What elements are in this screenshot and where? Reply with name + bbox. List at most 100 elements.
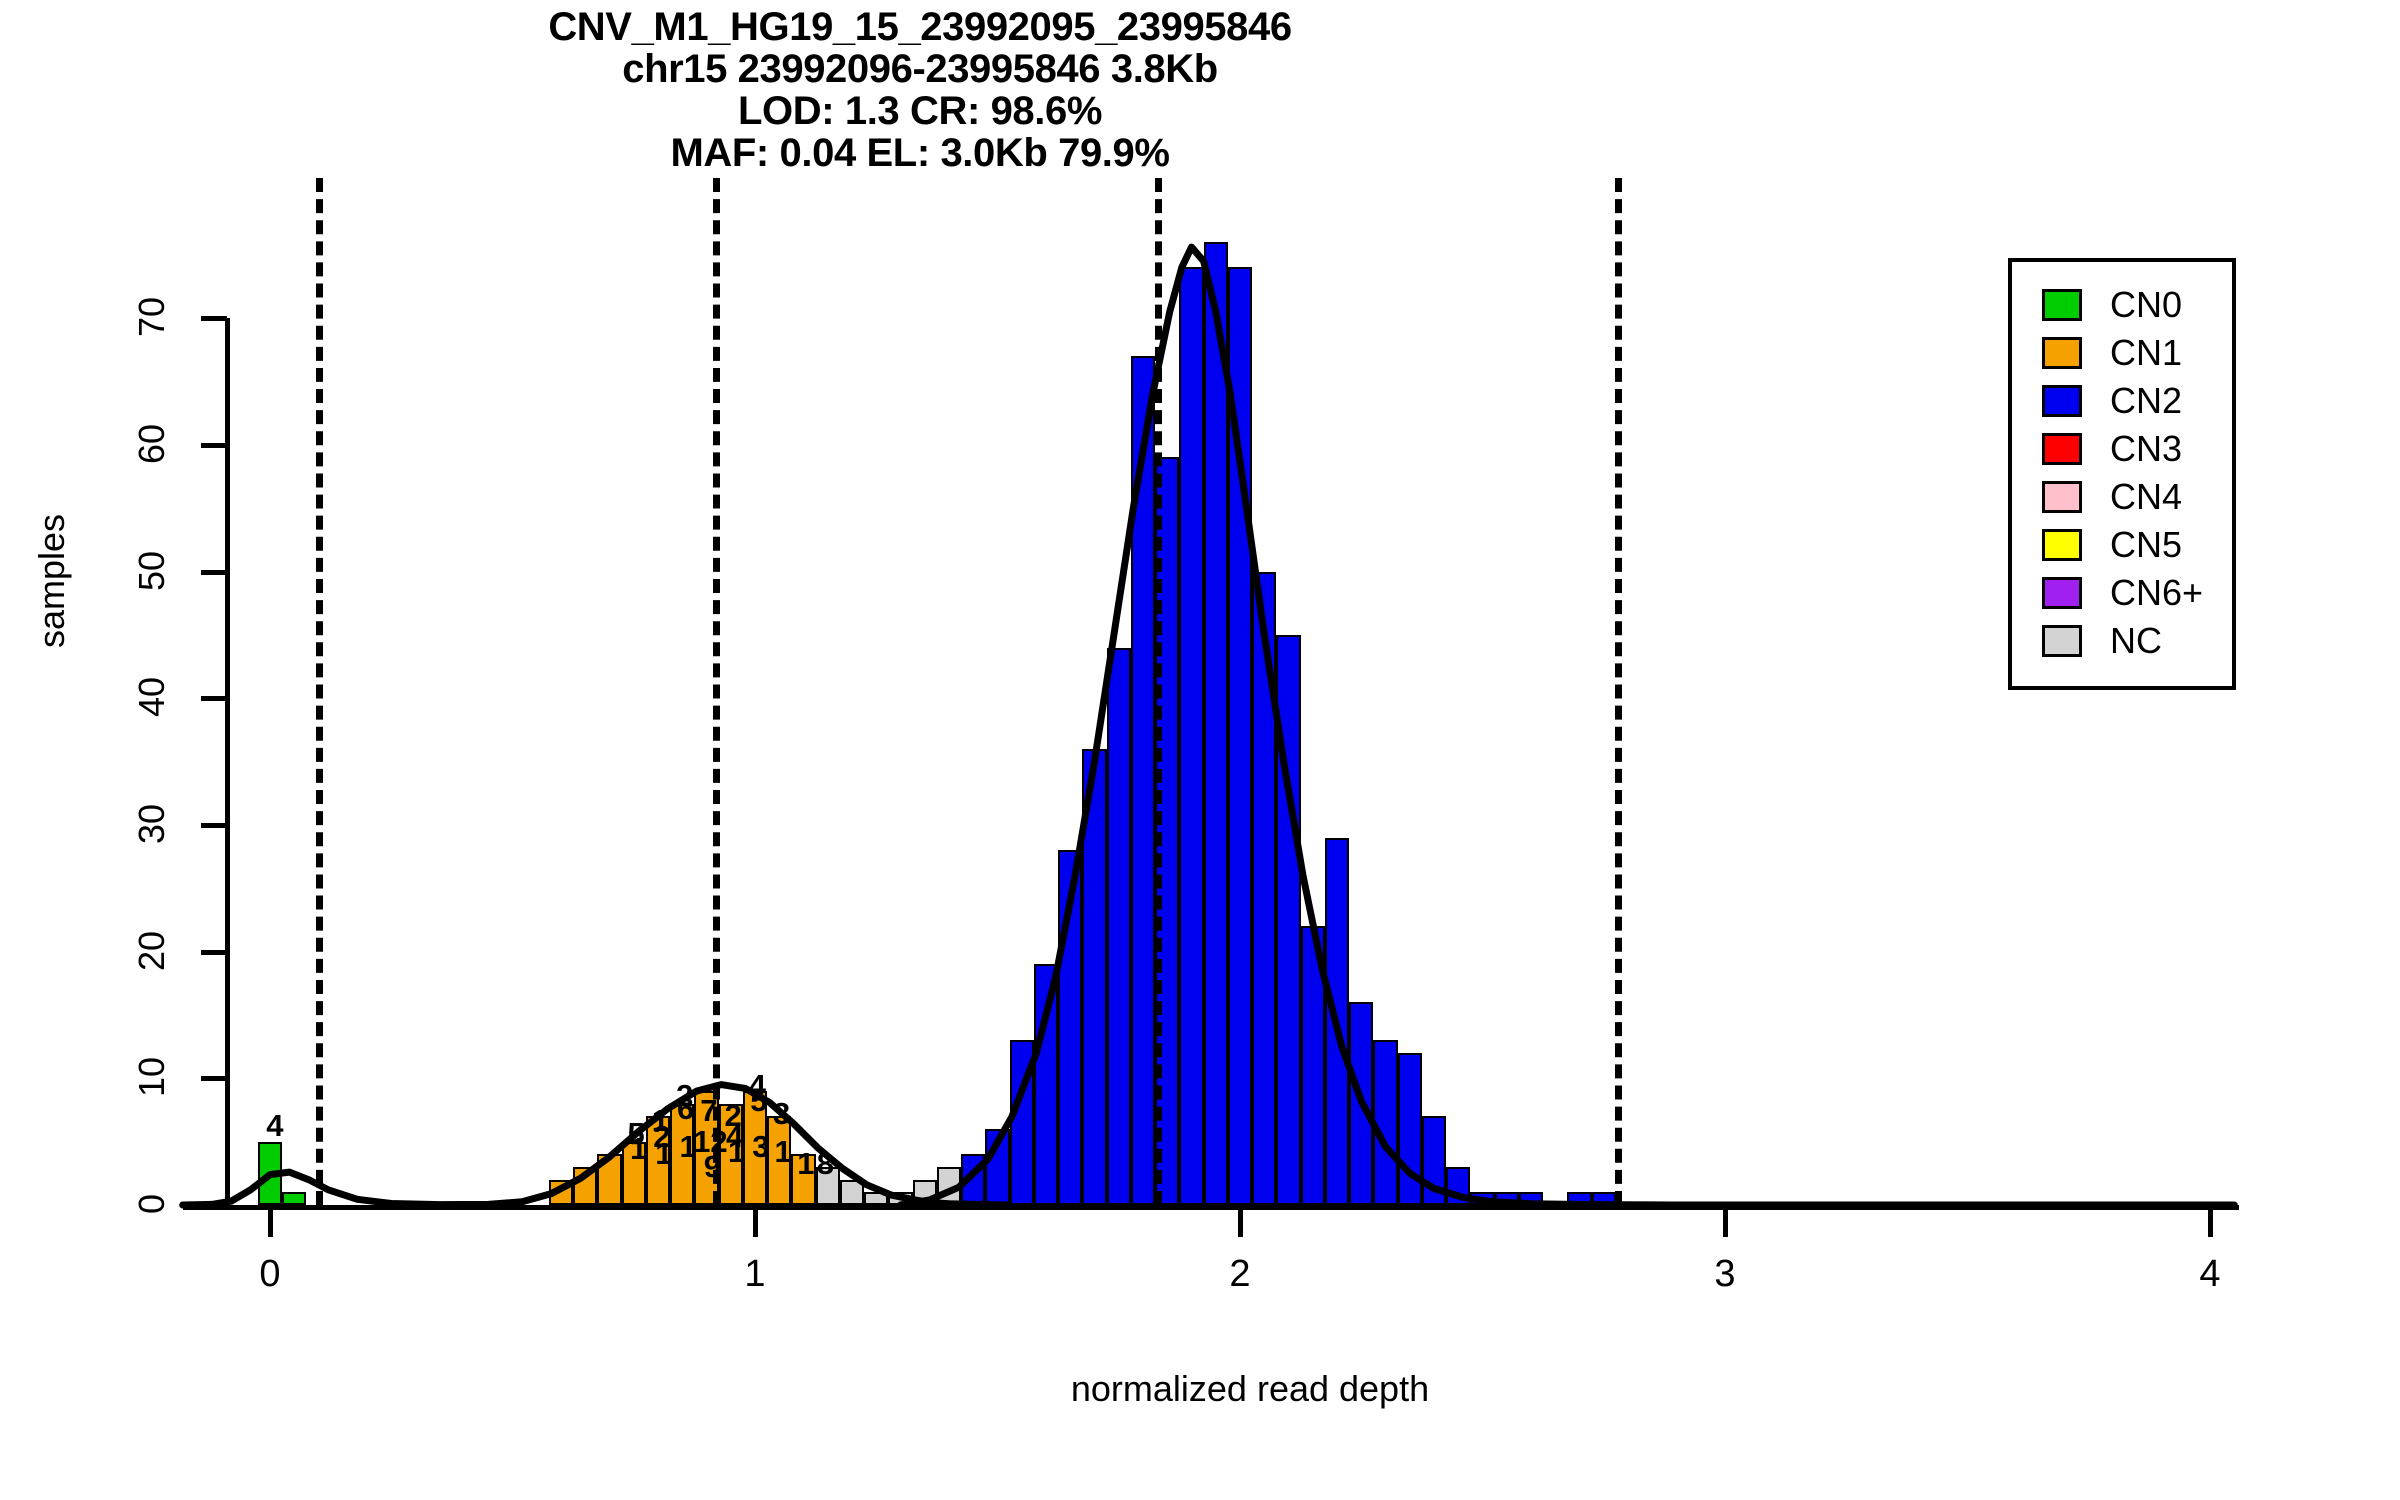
x-axis-line [182, 1205, 2240, 1210]
cutoff-line [1615, 178, 1623, 1205]
sample-count-label: 8 [816, 1146, 834, 1182]
legend-swatch-icon [2042, 577, 2082, 609]
histogram-bar [1179, 267, 1204, 1205]
sample-count-label: 2 [676, 1078, 694, 1114]
histogram-bar [1349, 1002, 1374, 1205]
histogram-bar [1252, 571, 1277, 1205]
x-tick-label-0: 0 [259, 1253, 281, 1295]
legend-item-cn2[interactable]: CN2 [2042, 380, 2182, 422]
legend-item-label: CN2 [2110, 380, 2183, 421]
sample-count-label: 12 [693, 1123, 728, 1159]
x-tick-label-2: 2 [1229, 1253, 1251, 1295]
x-tick-4 [2208, 1209, 2213, 1237]
legend-swatch-icon [2042, 433, 2082, 465]
chart-title: CNV_M1_HG19_15_23992095_23995846 chr15 2… [0, 6, 1840, 174]
sample-count-label: 1 [774, 1133, 792, 1169]
legend-item-label: CN1 [2110, 332, 2183, 373]
histogram-bar [1203, 242, 1228, 1205]
legend-item-label: CN5 [2110, 524, 2183, 565]
y-tick-label-50: 50 [131, 550, 172, 591]
sample-count-label: 6 [677, 1090, 695, 1126]
legend-item-nc[interactable]: NC [2042, 620, 2162, 662]
y-axis-label: samples [31, 513, 72, 649]
legend-box: CN0 CN1 CN2 CN3 CN4 CN5 CN6+ NC [2008, 258, 2236, 690]
histogram-bar [767, 1116, 792, 1205]
legend-item-label: CN4 [2110, 476, 2183, 517]
legend-item-label: CN0 [2110, 284, 2183, 325]
y-tick-label-20: 20 [131, 930, 172, 971]
sample-count-label: 1 [655, 1136, 673, 1172]
histogram-bar [839, 1179, 865, 1205]
x-tick-2 [1238, 1209, 1243, 1237]
legend-item-cn5[interactable]: CN5 [2042, 524, 2182, 566]
y-tick-60 [201, 442, 227, 448]
sample-count-label: 2 [653, 1118, 671, 1154]
x-axis-label: normalized read depth [1070, 1368, 1430, 1409]
histogram-bar [815, 1166, 840, 1205]
plot-area: 0 10 20 30 40 50 60 70 0 1 2 3 4 4 5 1 1 2 1 2 6 1 7 12 9 2 4 1 4 5 3 3… [131, 178, 2240, 1295]
y-tick-30 [201, 822, 227, 828]
x-tick-label-3: 3 [1714, 1253, 1736, 1295]
density-curves [179, 243, 2238, 1209]
sample-count-label: 7 [700, 1093, 718, 1129]
histogram-bar [282, 1192, 307, 1205]
y-tick-label-70: 70 [131, 297, 172, 338]
y-tick-20 [201, 949, 227, 955]
legend-item-cn1[interactable]: CN1 [2042, 332, 2182, 374]
legend-item-cn6plus[interactable]: CN6+ [2042, 572, 2203, 614]
histogram-bar [742, 1090, 768, 1205]
sample-count-label: 4 [748, 1067, 767, 1103]
sample-count-label: 1 [727, 1133, 746, 1169]
legend-swatch-icon [2042, 481, 2082, 513]
legend-item-cn4[interactable]: CN4 [2042, 476, 2182, 518]
y-tick-40 [201, 696, 227, 702]
cutoff-line [1154, 178, 1162, 1205]
x-tick-3 [1723, 1209, 1728, 1237]
y-tick-label-60: 60 [131, 423, 172, 464]
title-line-2: chr15 23992096-23995846 3.8Kb [622, 47, 1218, 91]
cutoff-line [713, 178, 721, 1205]
histogram-bar [864, 1192, 889, 1205]
legend-item-cn3[interactable]: CN3 [2042, 428, 2182, 470]
legend-item-label: CN3 [2110, 428, 2183, 469]
y-tick-label-10: 10 [131, 1057, 172, 1098]
sample-count-label: 1 [797, 1146, 815, 1182]
histogram-bar [791, 1154, 816, 1205]
title-line-4: MAF: 0.04 EL: 3.0Kb 79.9% [670, 131, 1170, 175]
histogram-bar [621, 1141, 646, 1205]
sample-count-label: 1 [679, 1128, 697, 1164]
title-line-1: CNV_M1_HG19_15_23992095_23995846 [548, 5, 1292, 49]
legend-item-cn0[interactable]: CN0 [2042, 284, 2182, 326]
histogram-bar [1276, 634, 1301, 1205]
histogram-bar [1130, 356, 1156, 1205]
title-line-3: LOD: 1.3 CR: 98.6% [737, 89, 1102, 133]
x-tick-label-4: 4 [2199, 1253, 2221, 1295]
y-tick-label-40: 40 [131, 677, 172, 718]
legend-swatch-icon [2042, 529, 2082, 561]
density-curve [897, 243, 2238, 1209]
sample-count-label: 9 [703, 1148, 721, 1184]
y-tick-label-30: 30 [131, 803, 172, 844]
histogram-bar [670, 1103, 695, 1205]
y-tick-10 [201, 1076, 227, 1082]
cutoff-line [315, 178, 323, 1205]
sample-count-label: 4 [726, 1118, 744, 1154]
legend-swatch-icon [2042, 625, 2082, 657]
sample-count-label: 2 [724, 1098, 742, 1134]
sample-count-label: 1 [629, 1131, 648, 1167]
legend-item-label: NC [2110, 620, 2162, 661]
sample-count-label: 3 [773, 1095, 791, 1131]
density-curve [179, 1081, 1011, 1209]
legend-swatch-icon [2042, 337, 2082, 369]
sample-count-label: 4 [266, 1108, 284, 1144]
legend-item-label: CN6+ [2110, 572, 2204, 613]
y-axis-line [225, 318, 230, 1208]
sample-count-label: 5 [627, 1116, 645, 1152]
histogram-bar [1227, 267, 1253, 1205]
sample-count-label: 5 [750, 1083, 768, 1119]
x-tick-0 [268, 1209, 273, 1237]
x-tick-label-1: 1 [744, 1253, 766, 1295]
histogram-bar [1373, 1040, 1398, 1205]
sample-count-label: 3 [752, 1128, 770, 1164]
